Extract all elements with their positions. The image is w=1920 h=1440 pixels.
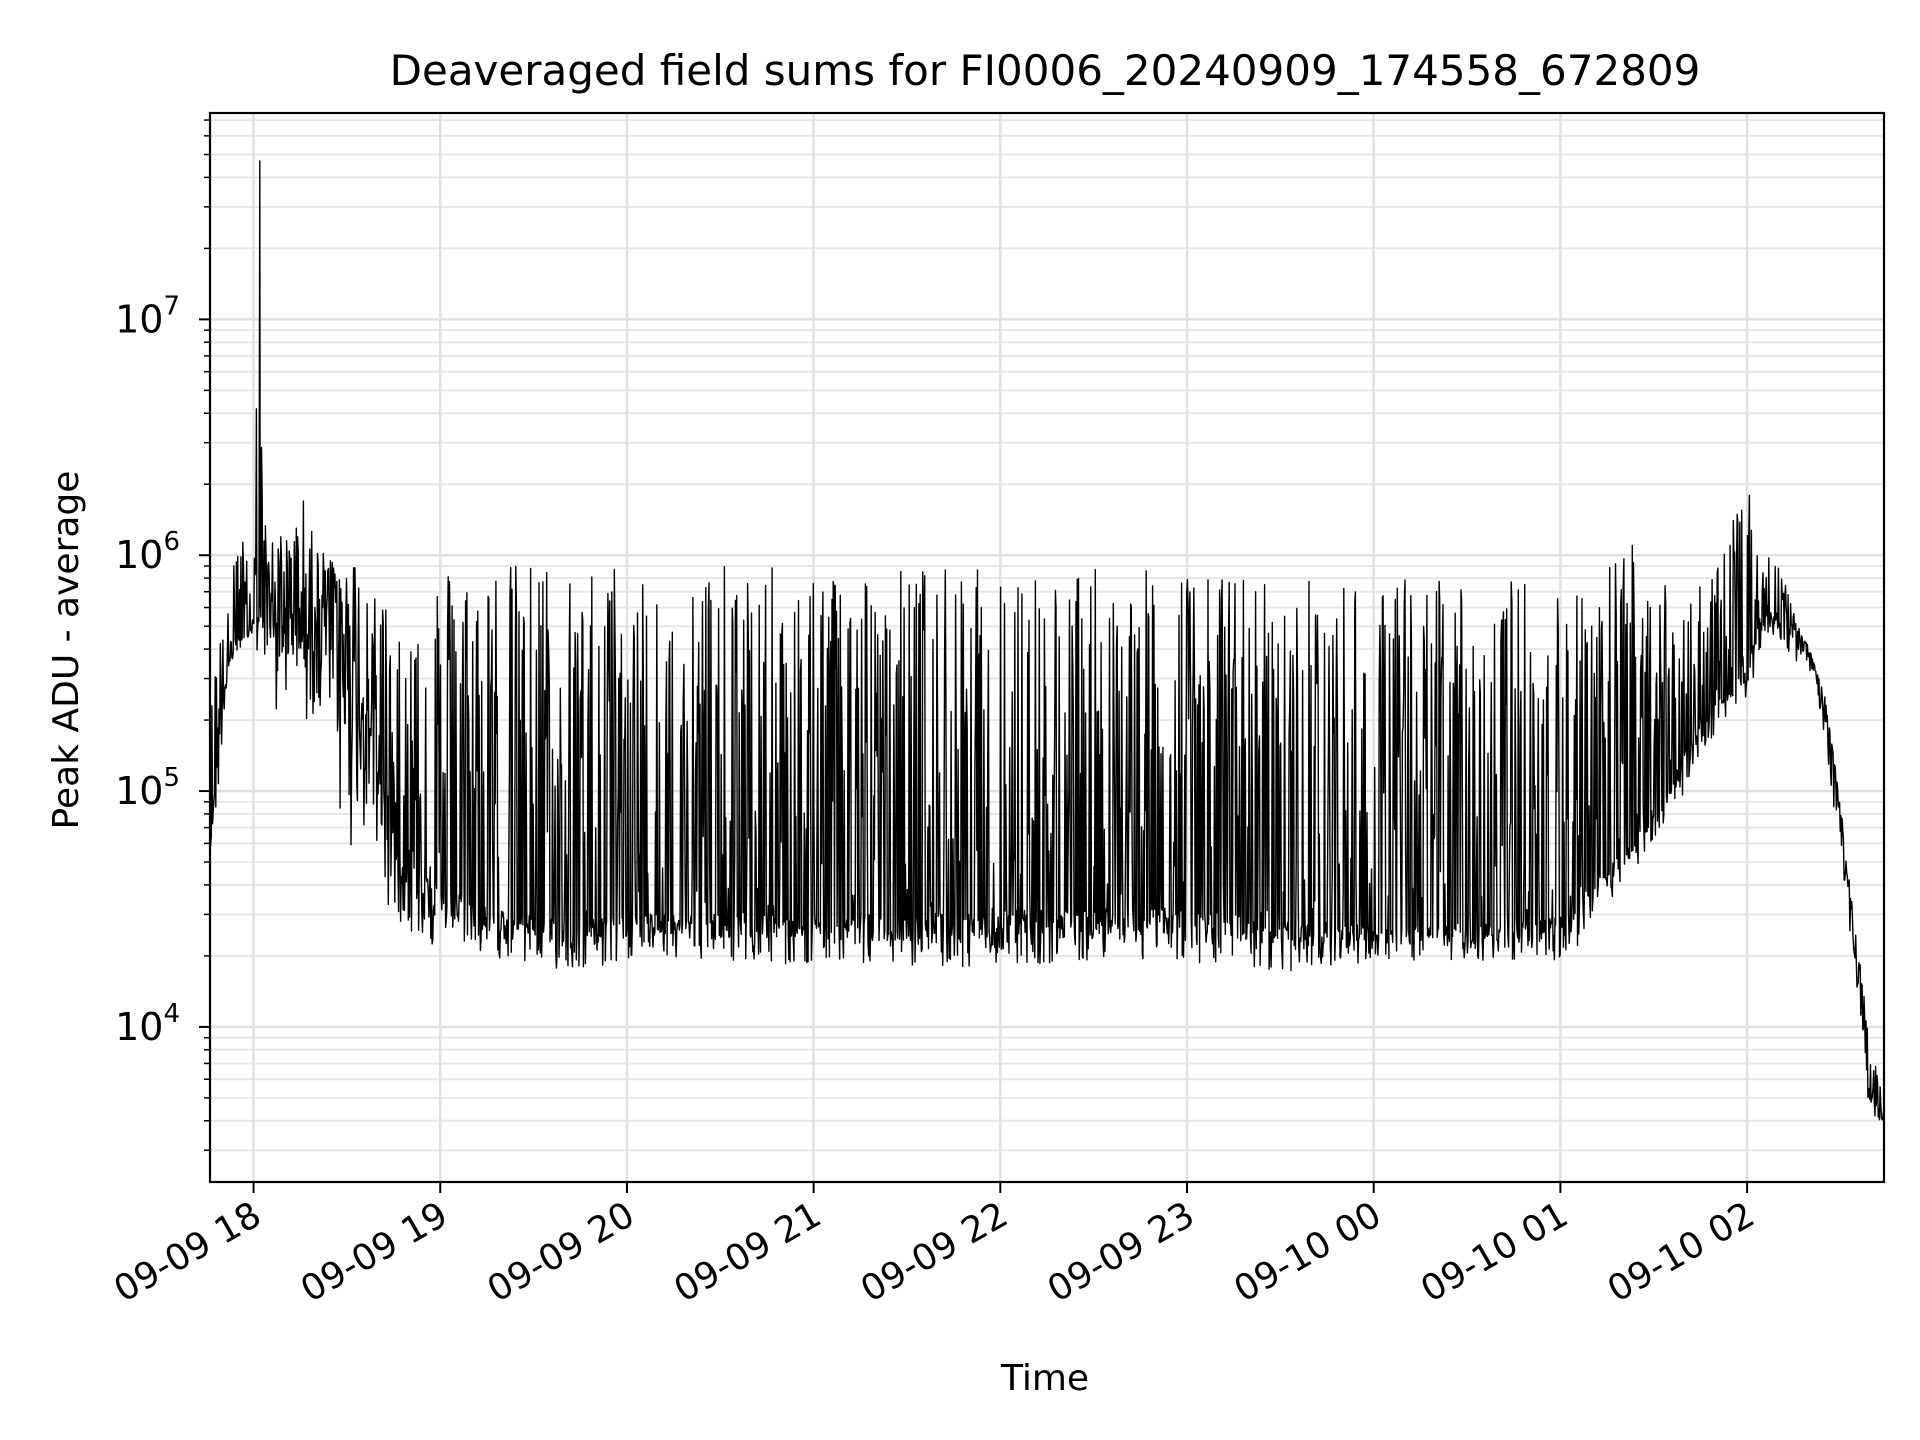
y-tick-label: 107 (115, 291, 180, 341)
chart-title: Deaveraged field sums for FI0006_2024090… (390, 46, 1701, 95)
plot-frame (208, 111, 1886, 1184)
y-tick-label: 106 (115, 527, 180, 577)
y-tick-label: 104 (115, 999, 180, 1049)
y-tick-label: 105 (115, 763, 180, 813)
series-line (210, 160, 1884, 1121)
x-axis-label: Time (1000, 1358, 1089, 1399)
y-axis-label: Peak ADU - average (46, 471, 87, 830)
y-axis-ticks: 104 105 106 107 (115, 291, 210, 1049)
